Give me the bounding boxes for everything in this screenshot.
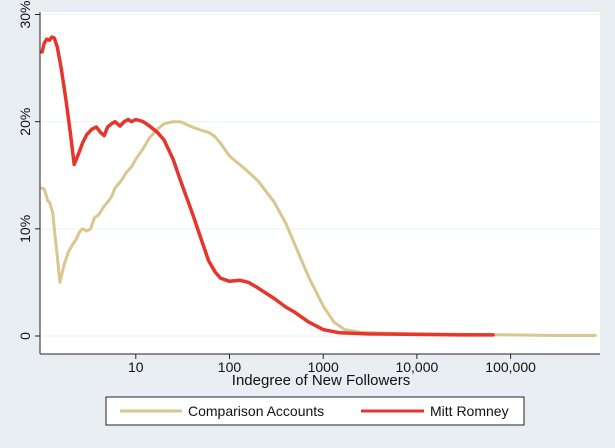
x-axis-title: Indegree of New Followers	[232, 372, 410, 389]
ticks: 0 10% 20% 30% 10 100 1000 10,000 100,000	[17, 1, 536, 375]
x-tick-label: 1000	[308, 359, 339, 375]
y-tick-label: 30%	[17, 1, 33, 29]
series-lines	[40, 35, 597, 337]
axes	[39, 12, 600, 355]
x-tick-label: 100,000	[485, 359, 536, 375]
series-line-comparison-accounts	[40, 120, 597, 337]
x-tick-label: 100	[218, 359, 242, 375]
y-tick-label: 10%	[17, 215, 33, 243]
series-line-mitt-romney	[40, 35, 495, 337]
x-tick-label: 10	[128, 359, 144, 375]
x-tick-label: 10,000	[395, 359, 438, 375]
legend-label-mitt-romney: Mitt Romney	[430, 403, 509, 419]
legend-box	[105, 396, 525, 426]
legend: Comparison Accounts Mitt Romney	[105, 396, 525, 426]
y-tick-label: 20%	[17, 108, 33, 136]
y-tick-label: 0	[17, 332, 33, 340]
legend-label-comparison-accounts: Comparison Accounts	[188, 403, 324, 419]
